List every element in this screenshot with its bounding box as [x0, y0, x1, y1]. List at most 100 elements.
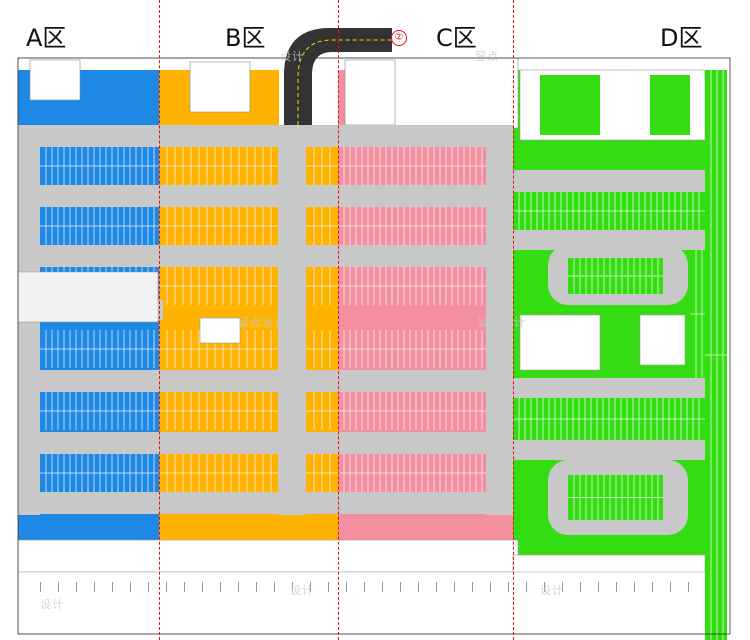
- stall-band-a: [40, 330, 159, 368]
- column-tick: [238, 582, 239, 592]
- column-tick: [436, 582, 437, 592]
- ramp-number-badge: ②: [391, 30, 407, 46]
- column-tick: [508, 582, 509, 592]
- column-tick: [598, 582, 599, 592]
- stall-band-d: [568, 258, 663, 294]
- stall-band-b: [306, 392, 338, 430]
- stall-band-a: [40, 207, 159, 245]
- stall-band-b: [306, 267, 338, 305]
- perimeter-band: [17, 571, 709, 635]
- column-tick: [148, 582, 149, 592]
- zone-divider-bc: [338, 0, 339, 640]
- stall-band-b: [159, 330, 278, 368]
- watermark: 设计: [280, 50, 304, 63]
- stall-band-b: [159, 392, 278, 430]
- watermark: 设计: [40, 598, 64, 611]
- column-tick: [382, 582, 383, 592]
- zone-divider-cd: [513, 0, 514, 640]
- stall-band-d: [513, 398, 705, 440]
- column-tick: [202, 582, 203, 592]
- entry-ramp: [284, 28, 392, 125]
- drive-aisle-d: [513, 170, 705, 192]
- bottom-strip-left: [17, 539, 519, 573]
- drive-aisle-d: [513, 378, 705, 398]
- column-tick: [130, 582, 131, 592]
- column-tick: [256, 582, 257, 592]
- zone-label-c: C区: [436, 24, 477, 52]
- stair-core: [29, 59, 81, 101]
- column-tick: [418, 582, 419, 592]
- column-tick: [490, 582, 491, 592]
- zone-a-core: [17, 271, 159, 323]
- drive-aisle: [18, 432, 513, 454]
- stall-band-c: [338, 147, 486, 185]
- watermark: 留点设计: [478, 316, 526, 329]
- drive-aisle-vertical: [486, 125, 513, 515]
- stair-core: [344, 59, 396, 126]
- stall-band-b: [306, 147, 338, 185]
- column-tick: [616, 582, 617, 592]
- column-tick: [454, 582, 455, 592]
- drive-aisle: [18, 125, 513, 147]
- column-tick: [580, 582, 581, 592]
- column-tick: [76, 582, 77, 592]
- column-tick: [112, 582, 113, 592]
- watermark: 留点设计: [238, 316, 286, 329]
- stall-band-d: [705, 70, 727, 640]
- column-tick: [94, 582, 95, 592]
- column-tick: [346, 582, 347, 592]
- stall-band-b: [306, 454, 338, 492]
- column-tick: [274, 582, 275, 592]
- stair-core: [189, 61, 251, 113]
- drive-aisle: [18, 370, 513, 392]
- zone-label-a: A区: [26, 24, 67, 52]
- drive-aisle-vertical: [278, 125, 306, 515]
- drive-aisle: [18, 185, 513, 207]
- zone-d-top: [650, 75, 690, 135]
- plan-outline: [17, 57, 731, 635]
- column-tick: [688, 582, 689, 592]
- stall-band-a: [40, 147, 159, 185]
- stall-band-d: [690, 250, 705, 378]
- zone-c-area: [338, 70, 513, 570]
- column-tick: [310, 582, 311, 592]
- column-tick: [364, 582, 365, 592]
- watermark: 设计: [540, 584, 564, 597]
- stall-band-b: [306, 207, 338, 245]
- column-core: [199, 317, 241, 344]
- stall-band-c: [338, 392, 486, 430]
- column-tick: [562, 582, 563, 592]
- stall-band-c: [338, 454, 486, 492]
- zone-d-top: [540, 75, 600, 135]
- column-tick: [472, 582, 473, 592]
- column-tick: [634, 582, 635, 592]
- zone-label-d: D区: [660, 24, 703, 52]
- column-tick: [184, 582, 185, 592]
- zone-d-core: [519, 314, 601, 371]
- zone-label-b: B区: [225, 24, 266, 52]
- drive-aisle: [18, 245, 513, 267]
- stall-band-c: [338, 267, 486, 305]
- zone-b-area: [159, 70, 338, 570]
- column-tick: [220, 582, 221, 592]
- stall-band-b: [159, 207, 278, 245]
- column-tick: [40, 582, 41, 592]
- stall-band-a: [40, 392, 159, 430]
- ramp-centerline: [297, 39, 392, 125]
- drive-aisle-d: [513, 440, 705, 460]
- stall-band-b: [159, 147, 278, 185]
- zone-divider-ab: [159, 0, 160, 640]
- stall-band-b: [306, 330, 338, 368]
- watermark: 留点: [475, 50, 499, 63]
- watermark: 设计: [290, 584, 314, 597]
- stall-band-b: [159, 267, 278, 305]
- column-tick: [58, 582, 59, 592]
- column-tick: [400, 582, 401, 592]
- column-tick: [292, 582, 293, 592]
- stall-band-c: [338, 207, 486, 245]
- column-tick: [544, 582, 545, 592]
- column-tick: [328, 582, 329, 592]
- stall-band-c: [338, 330, 486, 368]
